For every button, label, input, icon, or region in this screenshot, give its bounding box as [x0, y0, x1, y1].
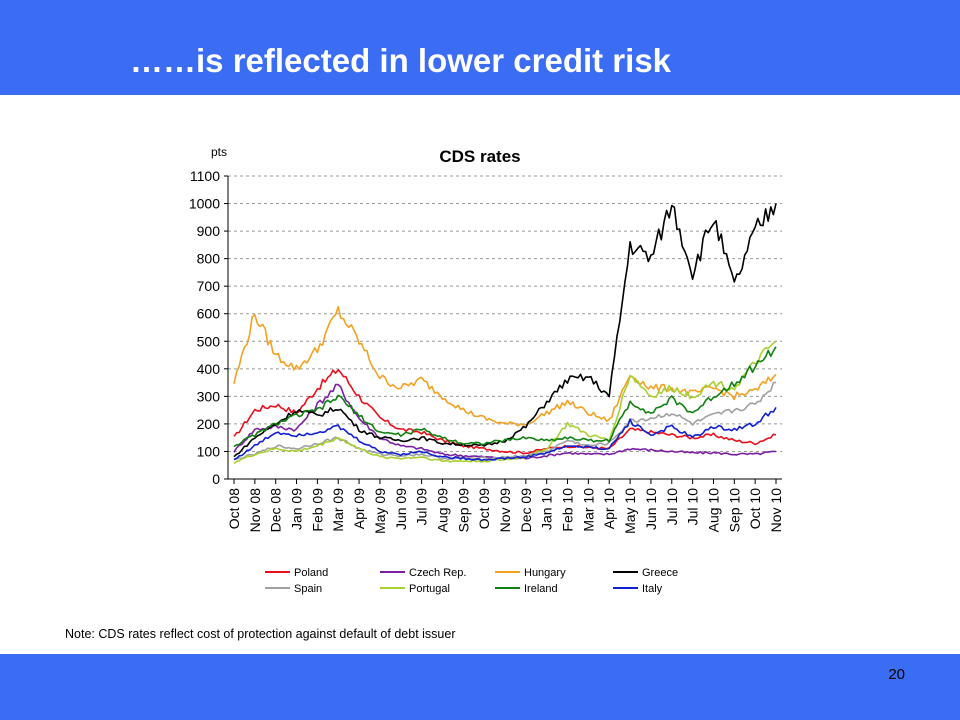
x-tick-label: Mar 09	[330, 488, 346, 532]
x-tick-label: Jan 10	[539, 488, 555, 530]
x-tick-label: Oct 09	[476, 488, 492, 529]
y-tick-label: 600	[197, 306, 221, 322]
x-tick-label: Jul 10	[664, 488, 680, 526]
x-tick-label: May 10	[622, 488, 638, 534]
x-tick-label: Jun 10	[643, 488, 659, 530]
y-tick-label: 300	[197, 388, 221, 404]
y-tick-label: 500	[197, 333, 221, 349]
x-tick-label: Feb 10	[560, 488, 576, 532]
slide-title: ……is reflected in lower credit risk	[130, 42, 672, 79]
title-band	[0, 0, 960, 95]
x-tick-label: Aug 10	[705, 488, 721, 533]
x-tick-label: Apr 09	[351, 488, 367, 529]
legend-label: Ireland	[524, 583, 558, 595]
y-tick-label: 1100	[190, 168, 220, 184]
series-line-italy	[233, 407, 777, 462]
legend-label: Greece	[642, 567, 678, 579]
legend-label: Italy	[642, 583, 663, 595]
y-tick-label: 1000	[189, 196, 220, 212]
x-tick-label: Feb 09	[309, 488, 325, 532]
x-tick-label: Aug 09	[434, 488, 450, 533]
legend-label: Spain	[294, 583, 322, 595]
x-tick-label: Apr 10	[601, 488, 617, 529]
y-tick-label: 400	[197, 361, 221, 377]
legend-label: Czech Rep.	[409, 567, 466, 579]
y-axis-label: pts	[211, 145, 227, 159]
series-line-greece	[233, 203, 777, 458]
series-line-hungary	[233, 305, 777, 427]
x-tick-label: Jul 09	[414, 488, 430, 526]
legend-label: Poland	[294, 567, 328, 579]
x-tick-label: Nov 08	[247, 488, 263, 533]
x-tick-label: Oct 10	[747, 488, 763, 529]
series-line-poland	[233, 368, 777, 455]
legend-label: Portugal	[409, 583, 450, 595]
x-tick-label: Sep 10	[726, 488, 742, 533]
y-tick-label: 700	[197, 278, 221, 294]
y-tick-label: 800	[197, 251, 221, 267]
y-tick-label: 0	[212, 471, 220, 487]
x-tick-label: Jan 09	[289, 488, 305, 530]
x-tick-label: May 09	[372, 488, 388, 534]
y-tick-label: 200	[197, 416, 221, 432]
x-tick-label: Mar 10	[580, 488, 596, 532]
x-tick-label: Nov 09	[497, 488, 513, 533]
x-tick-label: Dec 08	[268, 488, 284, 533]
chart-note: Note: CDS rates reflect cost of protecti…	[65, 627, 456, 641]
x-tick-label: Sep 09	[455, 488, 471, 533]
y-tick-label: 900	[197, 223, 221, 239]
x-tick-label: Dec 09	[518, 488, 534, 533]
footer-band	[0, 654, 960, 720]
chart-title: CDS rates	[439, 147, 520, 166]
series-line-ireland	[233, 346, 777, 448]
x-tick-label: Nov 10	[768, 488, 784, 533]
series-line-spain	[233, 381, 777, 461]
legend-label: Hungary	[524, 567, 566, 579]
x-tick-label: Oct 08	[226, 488, 242, 529]
x-tick-label: Jul 10	[685, 488, 701, 526]
page-number: 20	[888, 666, 905, 683]
x-tick-label: Jun 09	[393, 488, 409, 530]
series-line-portugal	[233, 340, 777, 465]
y-tick-label: 100	[197, 443, 221, 459]
